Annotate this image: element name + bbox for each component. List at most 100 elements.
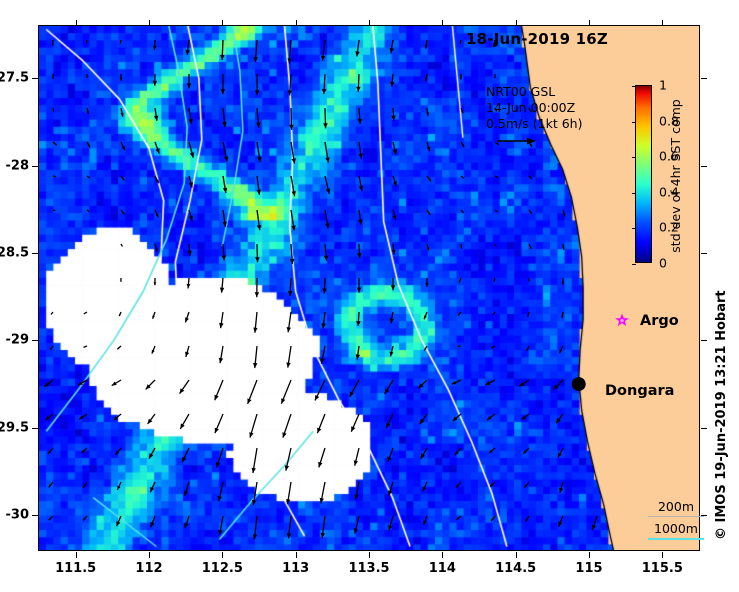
velocity-arrow [255, 243, 260, 263]
velocity-arrow [518, 379, 530, 388]
x-axis-tick [75, 552, 77, 558]
velocity-arrow [492, 311, 496, 316]
velocity-arrow [355, 39, 360, 57]
velocity-arrow [85, 39, 88, 44]
argo-legend-entry: Argo [614, 313, 679, 329]
x-axis-label: 111.5 [55, 561, 97, 576]
x-axis-tick-top [515, 20, 517, 26]
velocity-arrow [119, 73, 123, 81]
velocity-arrow [80, 447, 88, 454]
velocity-arrow [426, 107, 430, 117]
velocity-arrow [249, 413, 258, 438]
velocity-arrow [49, 345, 54, 351]
velocity-arrow [391, 107, 396, 121]
velocity-arrow [392, 209, 397, 221]
velocity-arrow [188, 175, 193, 188]
velocity-arrow [494, 243, 497, 248]
velocity-arrow [184, 515, 190, 529]
velocity-arrow [488, 447, 496, 454]
velocity-arrow [491, 345, 496, 349]
velocity-arrow [289, 107, 294, 130]
velocity-arrow [425, 277, 429, 287]
velocity-arrow [423, 311, 428, 320]
velocity-arrow [150, 515, 156, 528]
velocity-arrow [353, 515, 360, 534]
velocity-arrow [460, 243, 463, 249]
velocity-arrow [562, 243, 565, 250]
velocity-arrow [358, 209, 363, 225]
velocity-arrow [426, 175, 432, 182]
depth-legend-1000m-rule [648, 538, 704, 540]
depth-legend-200m-rule [648, 516, 704, 517]
velocity-arrow [214, 413, 224, 434]
velocity-arrow [179, 413, 190, 430]
velocity-arrow [591, 515, 598, 531]
velocity-arrow [86, 141, 91, 148]
velocity-arrow [561, 311, 564, 319]
x-axis-tick-top [589, 20, 590, 26]
velocity-arrow [186, 74, 192, 89]
velocity-arrow [43, 379, 54, 388]
velocity-arrow [316, 413, 326, 434]
velocity-arrow [47, 447, 54, 455]
velocity-arrow [460, 141, 465, 148]
depth-contour-legend: 200m 1000m [648, 498, 704, 543]
y-axis-label: -28 [5, 158, 30, 174]
velocity-arrow [289, 243, 295, 265]
velocity-arrow [52, 175, 57, 178]
velocity-legend-line3: 0.5m/s (1kt 6h) [486, 116, 583, 131]
velocity-arrow [185, 39, 190, 56]
velocity-arrow [149, 481, 156, 493]
velocity-arrow [559, 481, 564, 494]
velocity-arrow [320, 39, 326, 61]
velocity-arrow [218, 515, 224, 536]
depth-legend-200m: 200m [648, 498, 704, 517]
depth-legend-1000m-label: 1000m [654, 521, 698, 536]
velocity-arrow [358, 141, 363, 159]
velocity-arrow [148, 447, 156, 460]
velocity-arrow [356, 311, 361, 327]
velocity-arrow [151, 345, 156, 354]
velocity-arrow [420, 447, 428, 460]
y-axis-tick [32, 515, 38, 517]
velocity-arrow [485, 379, 496, 386]
velocity-arrow [220, 39, 225, 61]
y-axis-tick [32, 340, 38, 342]
velocity-arrow [391, 243, 396, 255]
velocity-arrow [52, 141, 58, 146]
velocity-arrow [256, 209, 262, 231]
velocity-arrow [286, 311, 292, 333]
velocity-arrow [154, 107, 159, 121]
y-axis-tick-right [701, 78, 707, 80]
velocity-arrow [220, 73, 226, 95]
velocity-arrow [154, 243, 158, 252]
colorbar-tick-label: 0.2 [659, 219, 679, 235]
velocity-arrow [527, 311, 530, 318]
velocity-arrow [320, 345, 326, 364]
x-axis-label: 113.5 [348, 561, 390, 576]
velocity-arrow [384, 379, 394, 395]
colorbar-tick-label: 0 [659, 255, 667, 271]
velocity-arrow [50, 311, 54, 315]
velocity-arrow [83, 345, 88, 349]
velocity-arrow [389, 39, 394, 54]
velocity-arrow [419, 413, 428, 425]
velocity-arrow [111, 379, 122, 387]
velocity-arrow [321, 73, 327, 95]
imos-credit: © IMOS 19-Jun-2019 13:21 Hobart [714, 290, 729, 540]
colorbar-tick-label: 0.6 [659, 148, 679, 164]
x-axis-tick [222, 552, 224, 558]
velocity-arrow [489, 481, 496, 488]
colorbar-tick [632, 86, 636, 87]
velocity-arrow [52, 107, 55, 112]
velocity-legend: NRT00 GSL 14-Jun 00:00Z 0.5m/s (1kt 6h) [486, 84, 582, 132]
velocity-arrow [254, 277, 260, 298]
velocity-arrow [493, 39, 496, 47]
x-axis-tick [589, 552, 590, 558]
y-axis-tick-right [701, 340, 707, 342]
velocity-arrow [83, 311, 88, 315]
velocity-arrow [558, 345, 564, 354]
velocity-arrow [253, 311, 258, 333]
velocity-arrow [86, 107, 90, 115]
velocity-arrow [82, 515, 88, 521]
